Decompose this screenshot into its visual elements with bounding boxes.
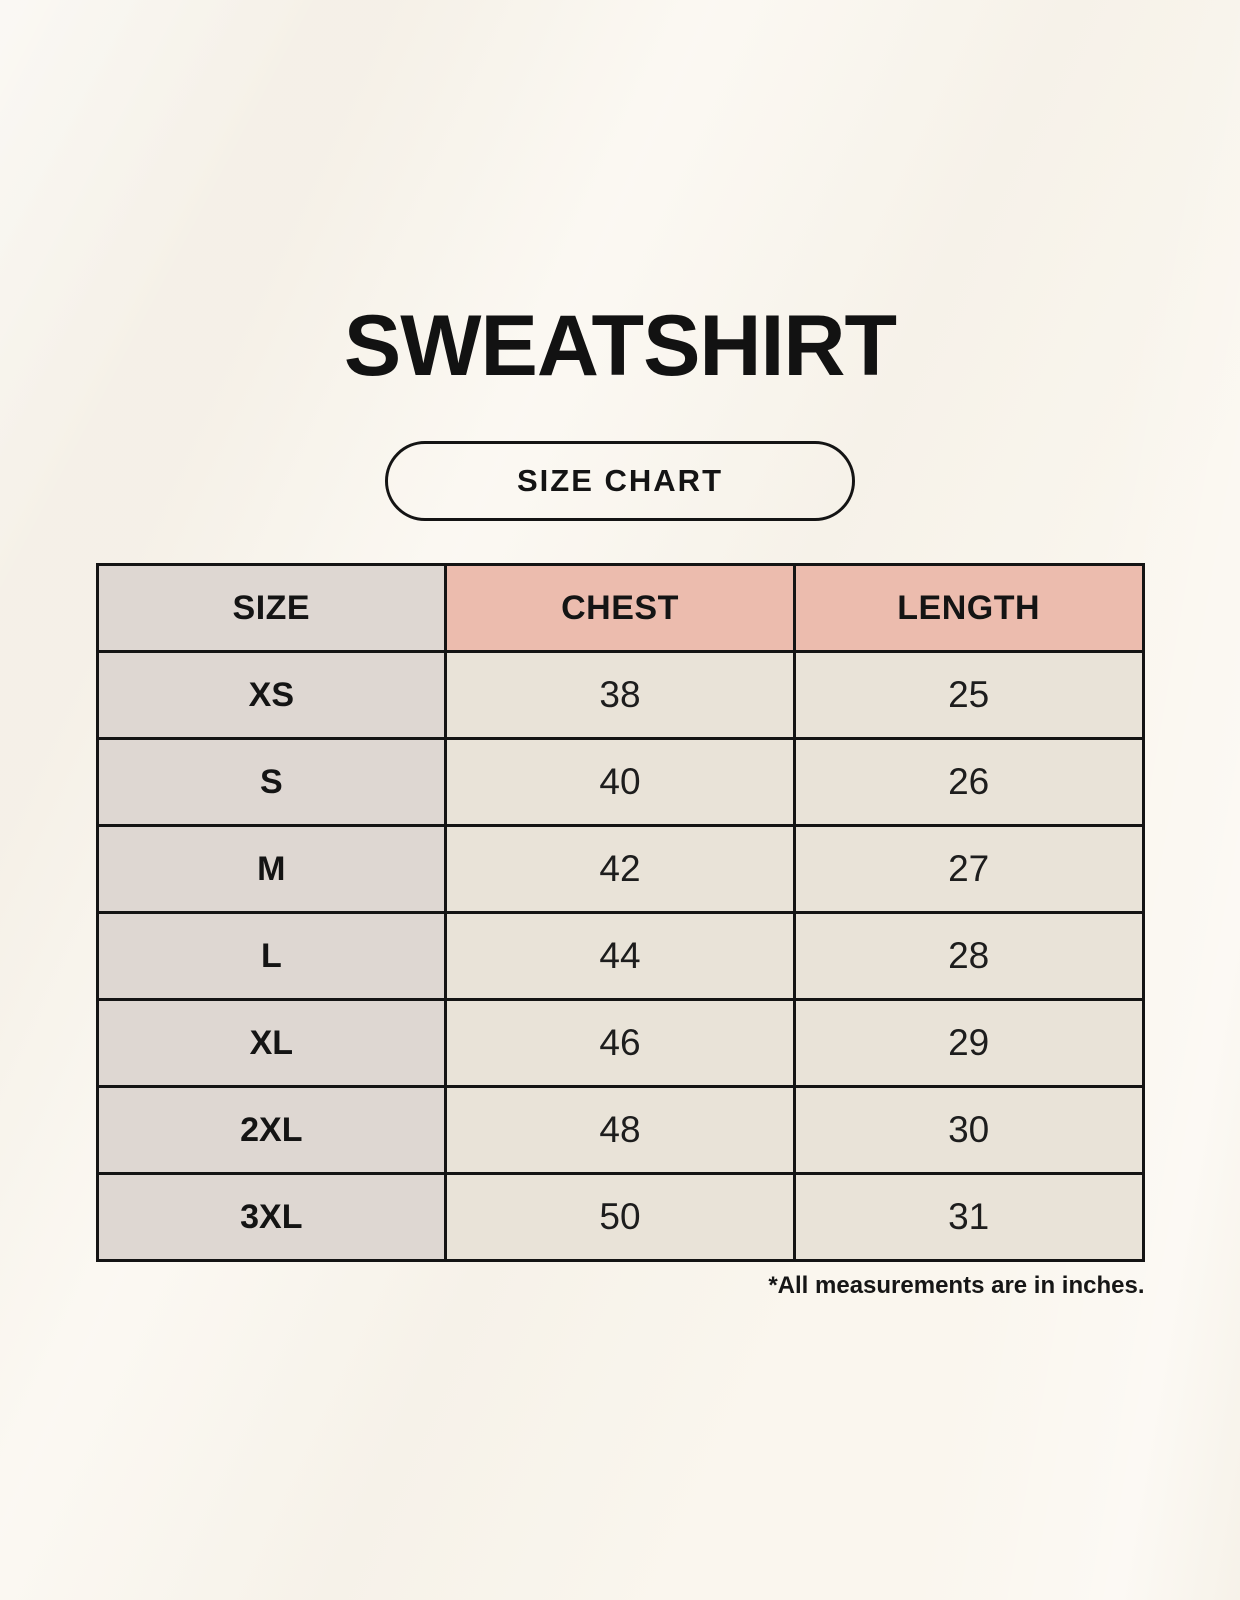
chest-cell: 50 bbox=[444, 1172, 796, 1262]
size-cell: S bbox=[95, 737, 448, 827]
table-row: 3XL 50 31 bbox=[95, 1172, 1145, 1262]
header-cell-size: SIZE bbox=[95, 563, 448, 653]
header-cell-chest: CHEST bbox=[444, 563, 796, 653]
size-table-body: XS 38 25 S 40 26 M 42 27 L 44 28 XL 46 2… bbox=[95, 650, 1145, 1262]
page-title: SWEATSHIRT bbox=[343, 298, 897, 394]
table-row: 2XL 48 30 bbox=[95, 1085, 1145, 1175]
length-cell: 29 bbox=[792, 998, 1145, 1088]
size-chart-badge-label: SIZE CHART bbox=[517, 463, 723, 498]
chest-cell: 44 bbox=[444, 911, 796, 1001]
header-cell-length: LENGTH bbox=[792, 563, 1145, 653]
table-row: XS 38 25 bbox=[95, 650, 1145, 740]
length-cell: 28 bbox=[792, 911, 1145, 1001]
table-row: L 44 28 bbox=[95, 911, 1145, 1001]
chest-cell: 46 bbox=[444, 998, 796, 1088]
table-row: M 42 27 bbox=[95, 824, 1145, 914]
table-row: S 40 26 bbox=[95, 737, 1145, 827]
size-cell: M bbox=[95, 824, 448, 914]
chest-cell: 48 bbox=[444, 1085, 796, 1175]
size-chart-page: SWEATSHIRT SIZE CHART SIZE CHEST LENGTH … bbox=[95, 298, 1145, 1299]
table-row: XL 46 29 bbox=[95, 998, 1145, 1088]
length-cell: 25 bbox=[792, 650, 1145, 740]
size-chart-badge[interactable]: SIZE CHART bbox=[385, 441, 855, 521]
chest-cell: 40 bbox=[444, 737, 796, 827]
size-cell: XL bbox=[95, 998, 448, 1088]
size-table-header: SIZE CHEST LENGTH bbox=[95, 563, 1145, 653]
chest-cell: 38 bbox=[444, 650, 796, 740]
size-cell: 2XL bbox=[95, 1085, 448, 1175]
length-cell: 27 bbox=[792, 824, 1145, 914]
header-row: SIZE CHEST LENGTH bbox=[95, 563, 1145, 653]
size-cell: XS bbox=[95, 650, 448, 740]
size-cell: 3XL bbox=[95, 1172, 448, 1262]
length-cell: 26 bbox=[792, 737, 1145, 827]
length-cell: 30 bbox=[792, 1085, 1145, 1175]
size-table: SIZE CHEST LENGTH XS 38 25 S 40 26 M 42 … bbox=[95, 563, 1145, 1262]
measurements-footnote: *All measurements are in inches. bbox=[768, 1272, 1145, 1299]
chest-cell: 42 bbox=[444, 824, 796, 914]
length-cell: 31 bbox=[792, 1172, 1145, 1262]
size-cell: L bbox=[95, 911, 448, 1001]
